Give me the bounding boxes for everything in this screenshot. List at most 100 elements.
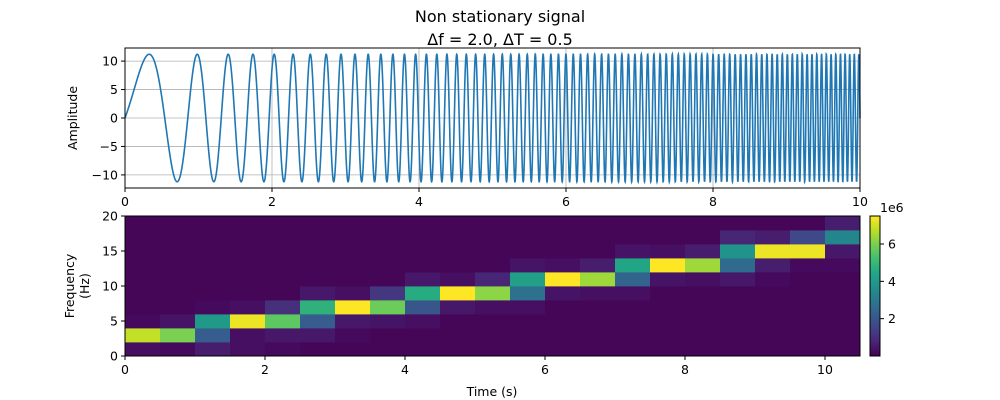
heatmap-cell — [230, 272, 266, 287]
heatmap-cell — [125, 342, 161, 357]
heatmap-cell — [650, 300, 686, 315]
heatmap-cell — [790, 230, 826, 245]
heatmap-cell — [300, 328, 336, 343]
heatmap-cell — [475, 286, 511, 301]
heatmap-cell — [755, 300, 791, 315]
heatmap-cell — [405, 258, 441, 273]
heatmap-cell — [755, 272, 791, 287]
heatmap-cell — [405, 272, 441, 287]
heatmap-cell — [160, 328, 196, 343]
heatmap-cell — [405, 342, 441, 357]
heatmap-cell — [475, 258, 511, 273]
heatmap-cell — [510, 328, 546, 343]
spectrogram-y-axis-label: Frequency(Hz) — [62, 253, 92, 318]
heatmap-cell — [755, 258, 791, 273]
heatmap-cell — [615, 300, 651, 315]
heatmap-cell — [720, 216, 756, 231]
heatmap-cell — [440, 286, 476, 301]
heatmap-cell — [615, 258, 651, 273]
heatmap-cell — [335, 230, 371, 245]
heatmap-cell — [685, 300, 721, 315]
heatmap-cell — [300, 342, 336, 357]
heatmap-cell — [440, 244, 476, 259]
heatmap-cell — [755, 216, 791, 231]
heatmap-cell — [125, 286, 161, 301]
heatmap-cell — [790, 258, 826, 273]
spectrogram-cells — [125, 216, 861, 357]
heatmap-cell — [615, 286, 651, 301]
colorbar-frame — [869, 215, 881, 357]
y-tick-label: 10 — [102, 54, 118, 69]
heatmap-cell — [300, 286, 336, 301]
heatmap-cell — [265, 230, 301, 245]
heatmap-cell — [440, 258, 476, 273]
heatmap-cell — [720, 272, 756, 287]
heatmap-cell — [230, 244, 266, 259]
heatmap-cell — [755, 328, 791, 343]
heatmap-cell — [615, 328, 651, 343]
heatmap-cell — [685, 328, 721, 343]
heatmap-cell — [825, 216, 861, 231]
heatmap-cell — [790, 244, 826, 259]
heatmap-cell — [790, 286, 826, 301]
heatmap-cell — [685, 258, 721, 273]
heatmap-cell — [195, 258, 231, 273]
heatmap-cell — [265, 314, 301, 329]
heatmap-cell — [370, 216, 406, 231]
heatmap-cell — [230, 216, 266, 231]
heatmap-cell — [160, 244, 196, 259]
heatmap-cell — [370, 244, 406, 259]
heatmap-cell — [580, 300, 616, 315]
heatmap-cell — [335, 342, 371, 357]
heatmap-cell — [825, 286, 861, 301]
heatmap-cell — [475, 216, 511, 231]
heatmap-cell — [685, 272, 721, 287]
heatmap-cell — [440, 314, 476, 329]
heatmap-cell — [370, 258, 406, 273]
heatmap-cell — [685, 216, 721, 231]
heatmap-cell — [650, 230, 686, 245]
heatmap-cell — [615, 272, 651, 287]
heatmap-cell — [755, 314, 791, 329]
heatmap-cell — [160, 342, 196, 357]
heatmap-cell — [265, 216, 301, 231]
heatmap-cell — [685, 286, 721, 301]
heatmap-cell — [195, 230, 231, 245]
heatmap-cell — [300, 216, 336, 231]
heatmap-cell — [545, 286, 581, 301]
heatmap-cell — [825, 244, 861, 259]
heatmap-cell — [195, 328, 231, 343]
heatmap-cell — [755, 244, 791, 259]
y-tick-label: 20 — [102, 209, 118, 224]
x-tick-label: 6 — [541, 362, 549, 377]
heatmap-cell — [510, 286, 546, 301]
heatmap-cell — [405, 314, 441, 329]
heatmap-cell — [475, 244, 511, 259]
heatmap-cell — [720, 300, 756, 315]
heatmap-cell — [720, 230, 756, 245]
x-tick-label: 4 — [401, 362, 409, 377]
heatmap-cell — [265, 272, 301, 287]
heatmap-cell — [510, 342, 546, 357]
heatmap-cell — [265, 244, 301, 259]
heatmap-cell — [580, 314, 616, 329]
heatmap-cell — [125, 244, 161, 259]
heatmap-cell — [125, 258, 161, 273]
heatmap-cell — [335, 314, 371, 329]
colorbar-offset-label: 1e6 — [880, 200, 904, 215]
heatmap-cell — [195, 314, 231, 329]
heatmap-cell — [650, 272, 686, 287]
x-tick-label: 6 — [562, 194, 570, 209]
heatmap-cell — [265, 300, 301, 315]
x-tick-label: 2 — [261, 362, 269, 377]
spectrogram-x-axis-label: Time (s) — [466, 384, 518, 399]
heatmap-cell — [335, 244, 371, 259]
y-tick-label: 15 — [102, 244, 118, 259]
signal-axes: 0 2 4 6 8 10 −10 −5 0 5 10 Amplitude — [65, 47, 868, 209]
heatmap-cell — [720, 314, 756, 329]
heatmap-cell — [405, 216, 441, 231]
heatmap-cell — [475, 272, 511, 287]
y-tick-label: 5 — [110, 314, 118, 329]
y-tick-label: 0 — [110, 111, 118, 126]
heatmap-cell — [335, 328, 371, 343]
